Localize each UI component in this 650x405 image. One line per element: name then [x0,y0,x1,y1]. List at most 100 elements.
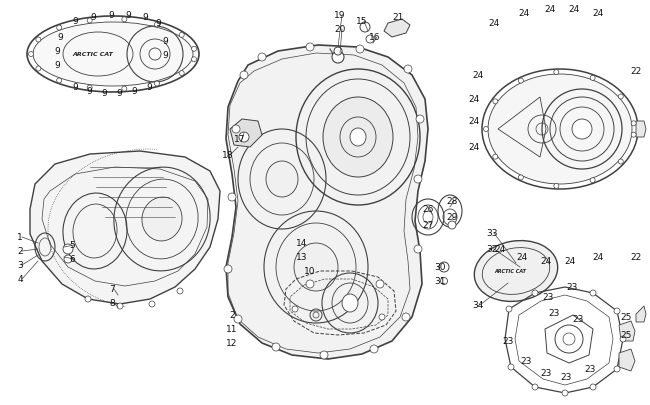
Text: 22: 22 [630,253,642,262]
Text: 24: 24 [469,143,480,152]
Circle shape [177,288,183,294]
Circle shape [532,384,538,390]
Circle shape [493,155,498,160]
Circle shape [122,18,127,23]
Text: 16: 16 [369,34,381,43]
Text: 18: 18 [222,151,234,160]
Text: 25: 25 [620,313,632,322]
Text: 23: 23 [584,364,595,373]
Ellipse shape [342,294,358,312]
Text: 24: 24 [473,71,484,80]
Text: 24: 24 [564,257,576,266]
Ellipse shape [294,243,338,291]
Circle shape [379,314,385,320]
Polygon shape [384,20,410,38]
Text: 9: 9 [162,51,168,60]
Text: 25: 25 [620,331,632,340]
Text: 32: 32 [486,245,498,254]
Circle shape [631,133,636,138]
Text: 30: 30 [434,263,446,272]
Text: 24: 24 [545,6,556,15]
Circle shape [366,36,374,44]
Text: 9: 9 [155,19,161,28]
Text: 9: 9 [131,87,137,96]
Text: 24: 24 [469,95,480,104]
Circle shape [240,72,248,80]
Text: ARCTIC CAT: ARCTIC CAT [494,269,526,274]
Circle shape [85,296,91,302]
Circle shape [192,47,196,52]
Text: 2: 2 [17,247,23,256]
Circle shape [370,345,378,353]
Text: 29: 29 [447,213,458,222]
Text: 34: 34 [473,301,484,310]
Polygon shape [619,349,635,371]
Circle shape [64,256,72,263]
Polygon shape [230,120,262,148]
Text: 9: 9 [86,87,92,96]
Circle shape [618,160,623,164]
Text: 33: 33 [486,229,498,238]
Circle shape [179,71,184,77]
Polygon shape [636,122,646,138]
Text: 5: 5 [69,241,75,250]
Circle shape [36,38,41,43]
Ellipse shape [474,241,558,302]
Circle shape [631,122,636,126]
Circle shape [334,48,342,56]
Circle shape [306,44,314,52]
Circle shape [87,19,92,24]
Text: 9: 9 [116,89,122,98]
Polygon shape [619,321,635,341]
Text: 9: 9 [125,11,131,20]
Circle shape [332,52,344,64]
Circle shape [179,33,184,38]
Text: 23: 23 [560,373,572,382]
Text: 9: 9 [142,13,148,22]
Circle shape [484,127,489,132]
Ellipse shape [488,75,632,185]
Circle shape [532,290,538,296]
Circle shape [57,26,62,31]
Circle shape [292,306,298,312]
Text: ARCTIC CAT: ARCTIC CAT [73,52,114,58]
Text: 31: 31 [434,277,446,286]
Circle shape [149,301,155,307]
Circle shape [306,280,314,288]
Ellipse shape [350,129,366,147]
Circle shape [228,194,236,202]
Circle shape [590,76,595,81]
Circle shape [506,306,512,312]
Text: 9: 9 [90,13,96,22]
Text: 23: 23 [502,337,514,345]
Circle shape [192,58,196,63]
Text: 9: 9 [101,89,107,98]
Text: 4: 4 [17,275,23,284]
Circle shape [155,82,159,87]
Circle shape [36,67,41,72]
Circle shape [234,315,242,323]
Text: 23: 23 [520,357,532,366]
Circle shape [117,303,123,309]
Text: 24: 24 [469,117,480,126]
Circle shape [614,308,620,314]
Circle shape [320,351,328,359]
Text: 24: 24 [519,9,530,19]
Circle shape [402,313,410,321]
Circle shape [519,79,523,84]
Text: 24: 24 [540,257,552,266]
Circle shape [590,178,595,183]
Circle shape [122,87,127,92]
Text: 2: 2 [229,311,235,320]
Circle shape [29,52,34,58]
Ellipse shape [142,198,182,241]
Text: 9: 9 [108,11,114,20]
Circle shape [224,265,232,273]
Text: 9: 9 [54,61,60,70]
Text: 24: 24 [592,9,604,19]
Circle shape [554,70,559,75]
Circle shape [493,100,498,104]
Text: 24: 24 [488,19,500,28]
Text: 24: 24 [516,253,528,262]
Circle shape [448,222,456,230]
